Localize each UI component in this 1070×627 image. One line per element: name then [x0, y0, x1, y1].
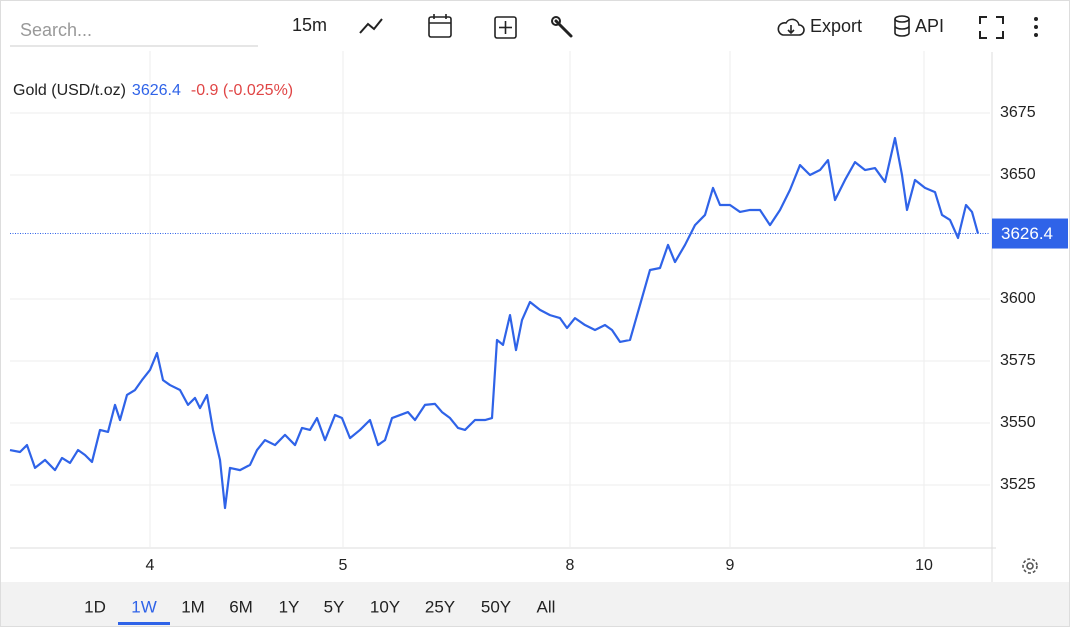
y-tick-label: 3550 [1000, 414, 1036, 431]
range-button[interactable]: 50Y [481, 597, 511, 616]
chart-type-icon[interactable] [359, 18, 383, 34]
add-indicator-icon[interactable] [494, 16, 517, 39]
y-tick-label: 3650 [1000, 166, 1036, 183]
chart-legend: Gold (USD/t.oz) 3626.4 -0.9 (-0.025%) [13, 82, 293, 99]
price-badge-label: 3626.4 [1001, 224, 1053, 243]
range-button[interactable]: 6M [229, 597, 253, 616]
x-tick-label: 9 [726, 557, 735, 574]
y-tick-label: 3675 [1000, 104, 1036, 121]
api-button[interactable]: API [915, 16, 944, 36]
search-input[interactable]: Search... [20, 20, 92, 40]
x-tick-label: 8 [566, 557, 575, 574]
price-badge [992, 218, 1068, 249]
range-bar [1, 582, 1069, 626]
range-button[interactable]: All [537, 597, 556, 616]
y-tick-label: 3600 [1000, 290, 1036, 307]
tools-icon[interactable] [551, 16, 573, 38]
range-button[interactable]: 25Y [425, 597, 455, 616]
export-button[interactable]: Export [810, 16, 862, 36]
x-tick-label: 5 [339, 557, 348, 574]
interval-button[interactable]: 15m [292, 15, 327, 35]
range-button[interactable]: 10Y [370, 597, 400, 616]
y-tick-label: 3525 [1000, 476, 1036, 493]
range-button[interactable]: 1W [131, 597, 157, 616]
range-selected-underline [118, 622, 170, 625]
fullscreen-icon[interactable] [979, 16, 1004, 39]
menu-icon[interactable] [1034, 17, 1038, 37]
export-icon[interactable] [777, 18, 805, 36]
calendar-icon[interactable] [428, 14, 452, 38]
x-tick-label: 10 [915, 557, 933, 574]
x-tick-label: 4 [146, 557, 155, 574]
range-button[interactable]: 5Y [324, 597, 345, 616]
range-button[interactable]: 1Y [279, 597, 300, 616]
price-line [9, 136, 980, 510]
settings-icon[interactable] [1022, 558, 1038, 574]
price-change: -0.9 (-0.025%) [191, 82, 293, 99]
range-button[interactable]: 1D [84, 597, 106, 616]
api-icon[interactable] [894, 15, 910, 37]
last-price: 3626.4 [132, 82, 181, 99]
instrument-name: Gold (USD/t.oz) [13, 82, 126, 99]
range-button[interactable]: 1M [181, 597, 205, 616]
y-tick-label: 3575 [1000, 352, 1036, 369]
